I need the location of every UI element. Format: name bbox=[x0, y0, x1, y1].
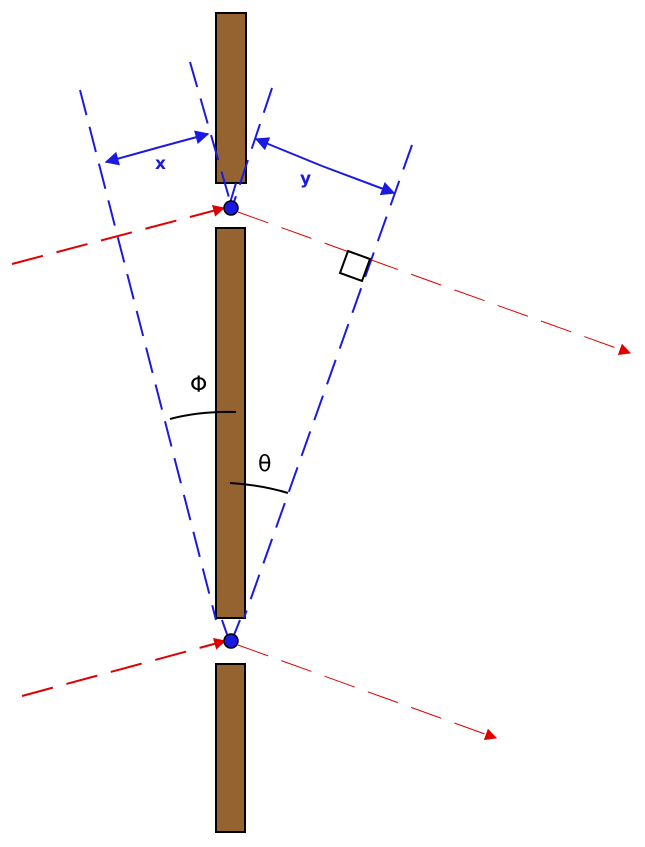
x-dimension-arrow-2 bbox=[159, 130, 210, 148]
outer-left-dashed-line bbox=[79, 89, 217, 621]
wall-segment-bottom bbox=[215, 663, 246, 833]
inner-right-dashed-line bbox=[231, 87, 273, 209]
theta-angle-arc bbox=[229, 482, 289, 494]
right-angle-marker bbox=[338, 249, 372, 283]
phi-angle-arc bbox=[169, 410, 237, 420]
incident-ray-top bbox=[11, 204, 226, 265]
dimension-arrows bbox=[104, 130, 396, 196]
y-dimension-arrow-2 bbox=[321, 165, 396, 196]
top-slit-connector bbox=[229, 182, 237, 204]
phi-label: Φ bbox=[190, 373, 207, 398]
slit-dot-bottom bbox=[223, 633, 239, 649]
x-dimension-arrow bbox=[104, 146, 161, 166]
angle-arcs bbox=[169, 410, 289, 494]
wall-segment-top bbox=[215, 12, 247, 184]
theta-label: θ bbox=[258, 452, 271, 477]
grating-wall bbox=[215, 12, 247, 833]
diffracted-ray-bottom bbox=[237, 644, 498, 740]
construction-lines bbox=[79, 61, 413, 621]
wall-segment-middle bbox=[215, 227, 246, 619]
diffracted-ray-top bbox=[237, 211, 632, 355]
incident-ray-bottom bbox=[21, 638, 227, 697]
x-label: x bbox=[155, 154, 166, 174]
rays bbox=[11, 204, 632, 740]
outer-right-dashed-line bbox=[243, 144, 413, 619]
inner-left-dashed-line bbox=[189, 61, 233, 209]
y-label: y bbox=[300, 169, 311, 189]
slit-dot-top bbox=[223, 200, 239, 216]
y-dimension-arrow bbox=[254, 137, 323, 167]
